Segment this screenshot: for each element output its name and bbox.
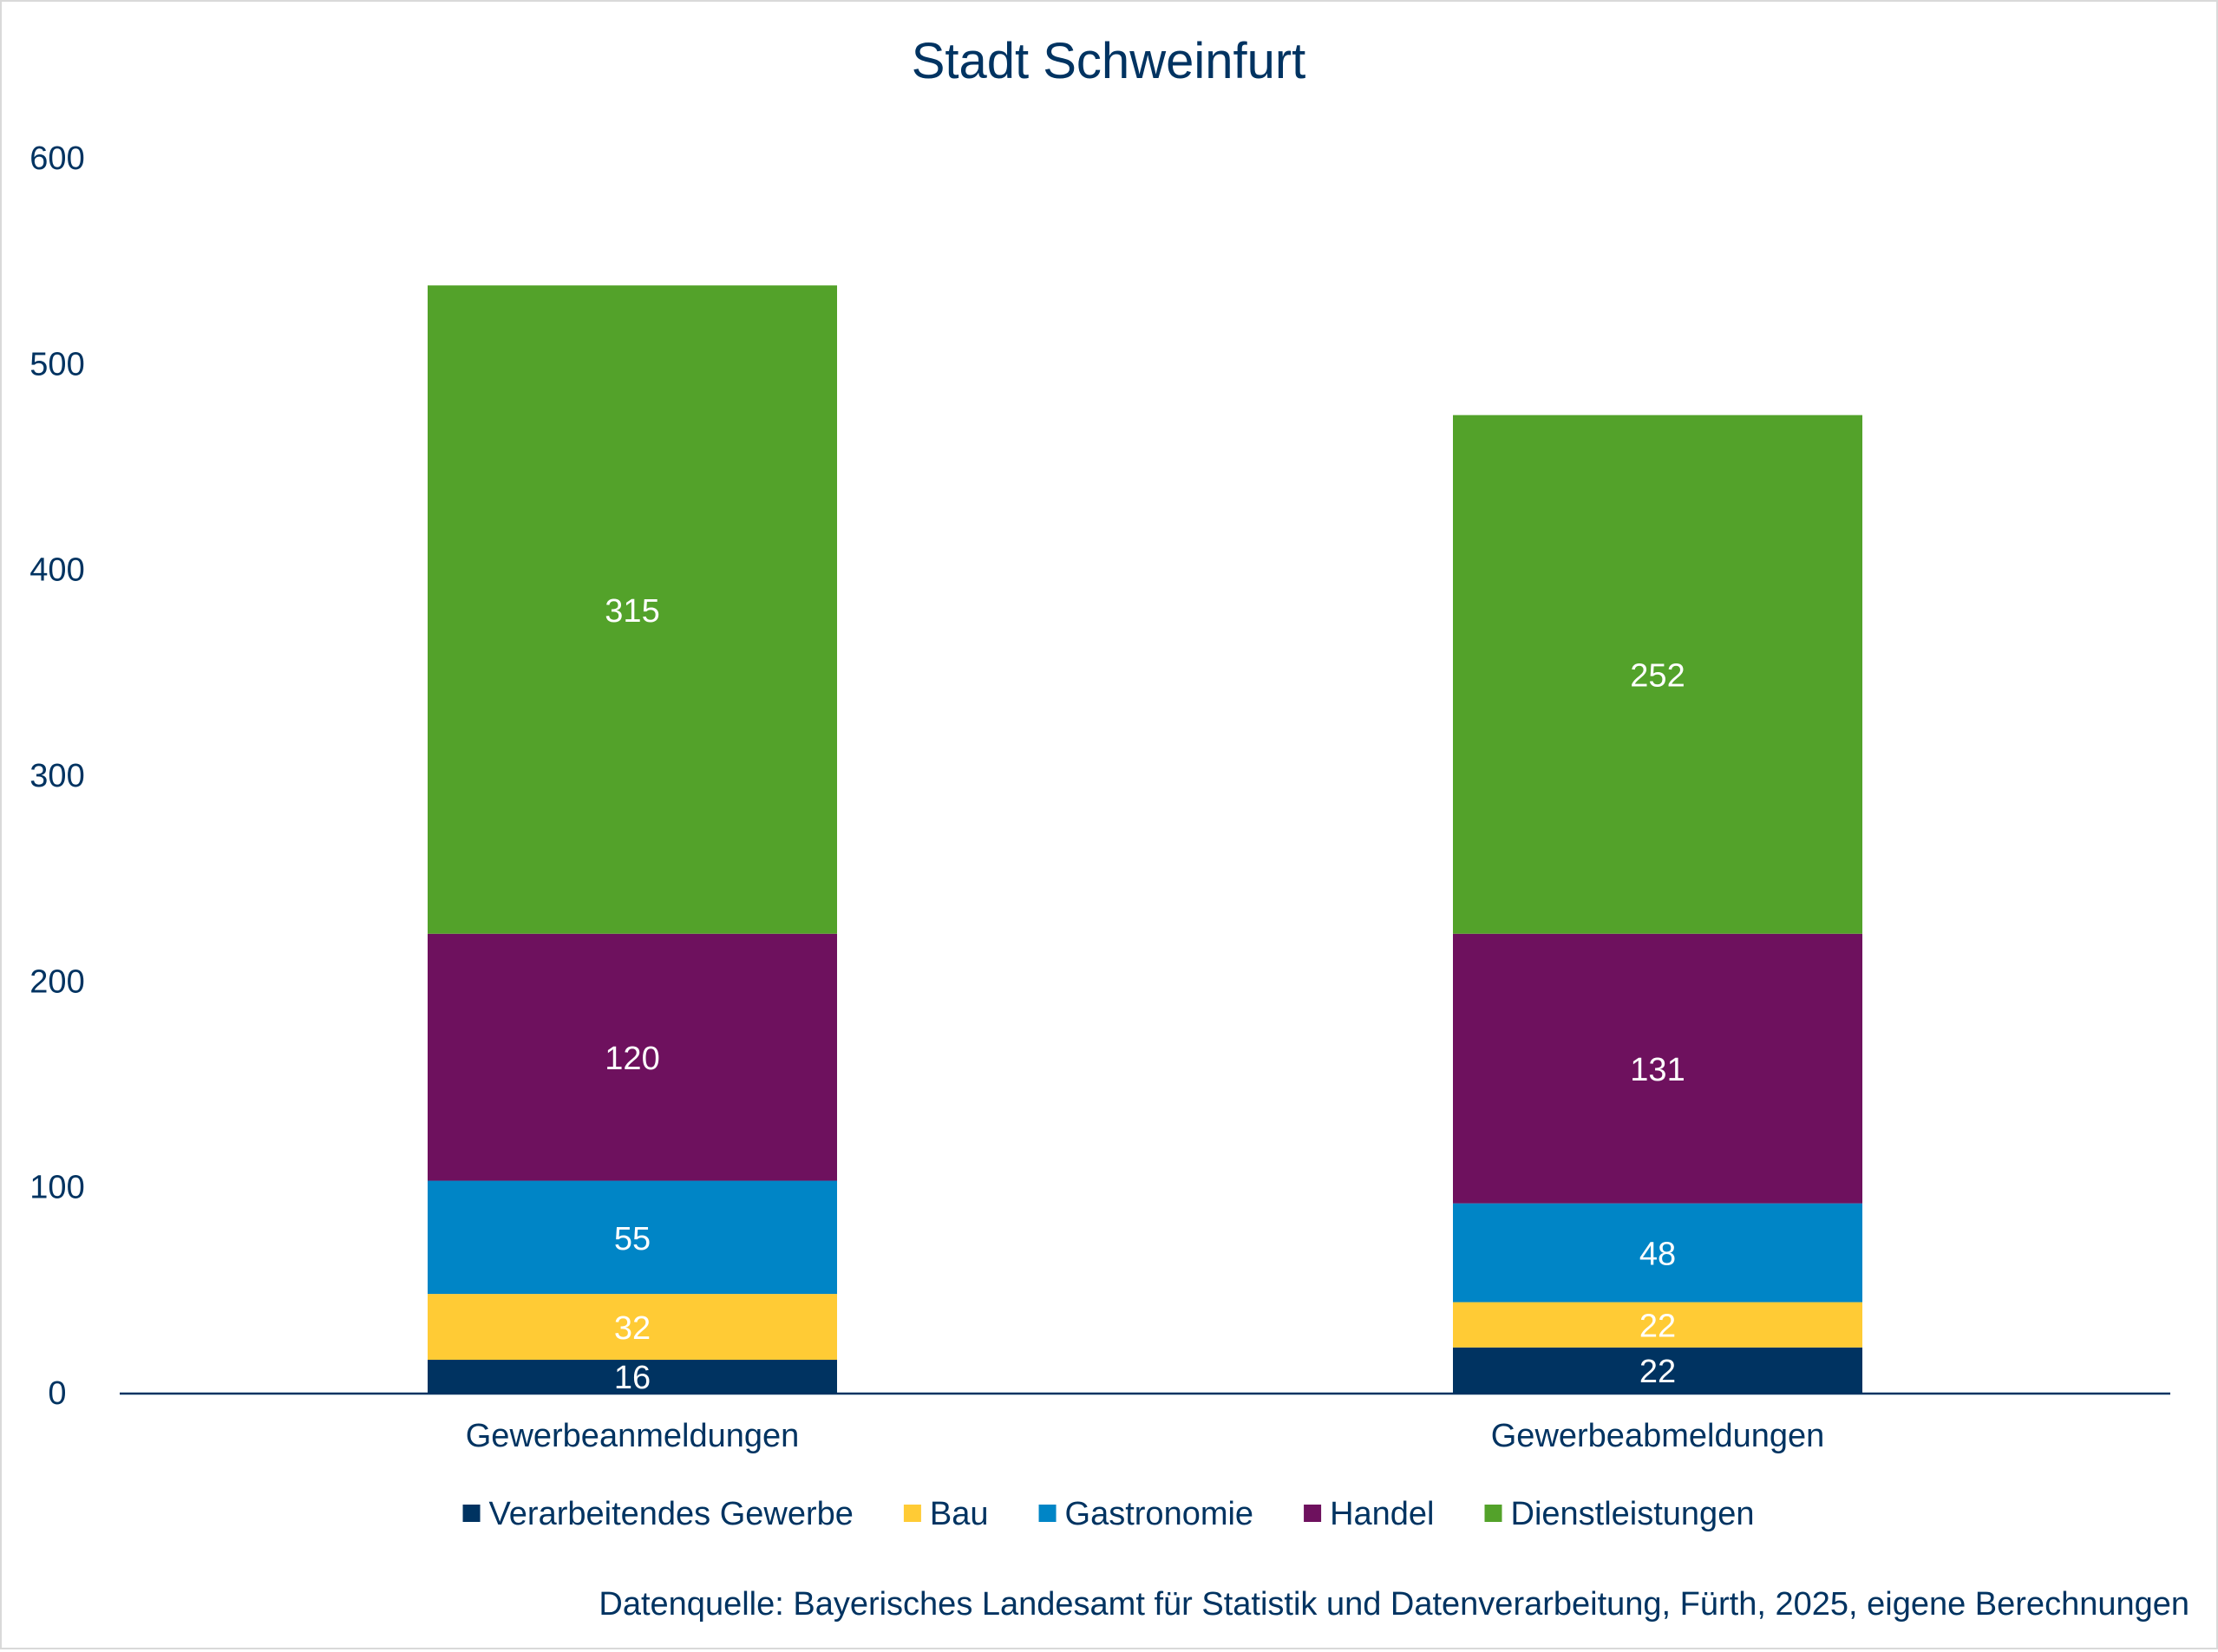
y-tick-label: 600 (29, 140, 84, 177)
legend-label: Bau (930, 1496, 989, 1532)
data-label: 315 (605, 593, 659, 630)
y-tick-label: 300 (29, 758, 84, 794)
bar-segment (428, 285, 837, 934)
legend-item: Bau (903, 1496, 989, 1532)
bar-segment (428, 1294, 837, 1361)
legend: Verarbeitendes Gewerbe Bau Gastronomie Hand… (462, 1496, 1755, 1532)
y-tick-label: 500 (29, 346, 84, 382)
legend-item: Gastronomie (1038, 1496, 1254, 1532)
data-label: 120 (605, 1041, 659, 1077)
legend-item: Verarbeitendes Gewerbe (462, 1496, 854, 1532)
legend-item: Dienstleistungen (1484, 1496, 1755, 1532)
bars: 16 32 55 120 315 22 22 48 131 252 (428, 285, 1862, 1396)
data-label: 55 (614, 1221, 651, 1257)
legend-swatch (462, 1505, 481, 1522)
bar-segment (1453, 1302, 1862, 1348)
y-axis: 0 100 200 300 400 500 600 (29, 140, 84, 1412)
data-label: 32 (614, 1310, 651, 1347)
legend-label: Dienstleistungen (1511, 1496, 1755, 1532)
legend-swatch (1484, 1505, 1502, 1522)
data-label: 131 (1630, 1052, 1685, 1088)
legend-item: Handel (1304, 1496, 1435, 1532)
data-label: 16 (614, 1360, 651, 1396)
legend-label: Verarbeitendes Gewerbe (489, 1496, 854, 1532)
y-tick-label: 0 (48, 1375, 66, 1412)
bar-segment (1453, 1347, 1862, 1393)
legend-label: Gastronomie (1065, 1496, 1254, 1532)
bar-segment (428, 1360, 837, 1393)
bar-stack: 16 32 55 120 315 (428, 285, 837, 1396)
y-tick-label: 200 (29, 963, 84, 1000)
chart-title: Stadt Schweinfurt (912, 33, 1306, 89)
bar-stack: 22 22 48 131 252 (1453, 415, 1862, 1393)
y-tick-label: 400 (29, 552, 84, 589)
data-label: 48 (1639, 1237, 1676, 1273)
bar-segment (428, 1180, 837, 1295)
x-axis: Gewerbeanmeldungen Gewerbeabmeldungen (120, 1392, 2170, 1454)
bar-segment (428, 933, 837, 1181)
legend-label: Handel (1330, 1496, 1434, 1532)
y-tick-label: 100 (29, 1170, 84, 1206)
legend-swatch (1304, 1505, 1322, 1522)
source-note: Datenquelle: Bayerisches Landesamt für S… (599, 1586, 2189, 1623)
bar-segment (1453, 1203, 1862, 1303)
bar-segment (1453, 415, 1862, 934)
bar-segment (1453, 933, 1862, 1204)
x-category-label: Gewerbeanmeldungen (466, 1418, 800, 1454)
data-label: 22 (1639, 1309, 1676, 1345)
data-label: 252 (1630, 658, 1685, 695)
x-category-label: Gewerbeabmeldungen (1491, 1418, 1825, 1454)
legend-swatch (903, 1505, 921, 1522)
data-label: 22 (1639, 1354, 1676, 1390)
legend-swatch (1038, 1505, 1057, 1522)
